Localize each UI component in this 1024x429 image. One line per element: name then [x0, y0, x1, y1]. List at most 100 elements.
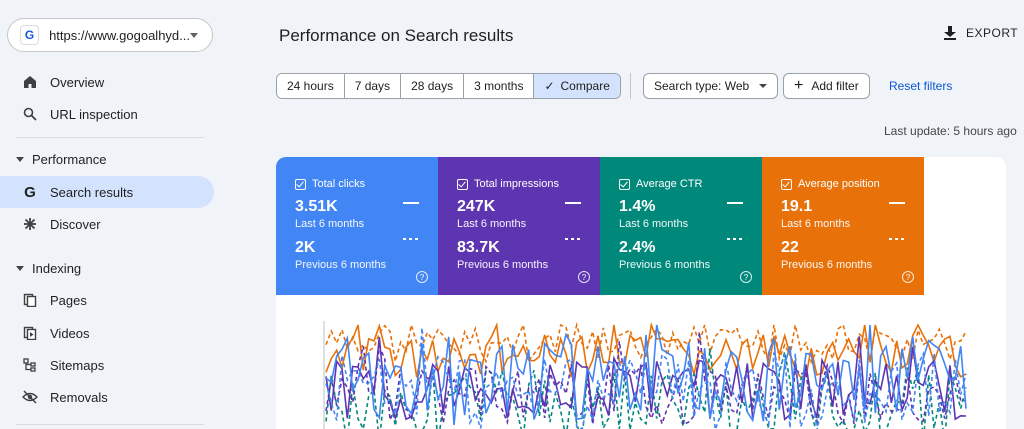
- reset-filters-link[interactable]: Reset filters: [889, 79, 953, 93]
- chart-series-group: [325, 321, 967, 429]
- sidebar-item-label: Pages: [50, 292, 87, 308]
- sidebar-item-label: Videos: [50, 325, 90, 341]
- section-indexing[interactable]: Indexing: [0, 256, 81, 280]
- range-7-days[interactable]: 7 days: [344, 74, 402, 98]
- sidebar-item-overview[interactable]: Overview: [0, 66, 214, 98]
- chart-line-ctr-prev: [325, 348, 967, 429]
- date-range-group: 24 hours 7 days 28 days 3 months ✓ Compa…: [276, 73, 621, 99]
- dashed-line-legend-icon: [565, 238, 581, 240]
- metric-period: Last 6 months: [457, 218, 527, 230]
- sidebar-item-label: URL inspection: [50, 106, 138, 122]
- performance-card: Total clicks 3.51K Last 6 months 2K Prev…: [276, 157, 1006, 429]
- search-type-select[interactable]: Search type: Web: [643, 73, 779, 99]
- check-icon: ✓: [544, 79, 555, 93]
- dashed-line-legend-icon: [889, 238, 905, 240]
- export-button[interactable]: EXPORT: [944, 26, 1018, 40]
- metric-label: Total impressions: [474, 178, 559, 190]
- metric-value: 19.1: [781, 198, 813, 215]
- help-icon[interactable]: ?: [740, 271, 752, 283]
- sidebar-item-pages[interactable]: Pages: [0, 284, 214, 316]
- videos-icon: [22, 325, 38, 341]
- chart-line-position: [325, 321, 967, 379]
- plus-icon: +: [794, 77, 804, 94]
- sidebar-item-search-results[interactable]: G Search results: [0, 176, 214, 208]
- metric-prev-period: Previous 6 months: [295, 259, 387, 271]
- metric-prev-period: Previous 6 months: [781, 259, 873, 271]
- dashed-line-legend-icon: [403, 238, 419, 240]
- page-title: Performance on Search results: [279, 26, 514, 45]
- chevron-down-icon: [190, 32, 198, 38]
- sidebar-item-sitemaps[interactable]: Sitemaps: [0, 349, 214, 381]
- caret-down-icon: [16, 156, 24, 162]
- metric-total-clicks[interactable]: Total clicks 3.51K Last 6 months 2K Prev…: [276, 157, 438, 295]
- pages-icon: [22, 292, 38, 308]
- sidebar-item-label: Discover: [50, 216, 101, 232]
- metric-period: Last 6 months: [619, 218, 689, 230]
- solid-line-legend-icon: [889, 202, 905, 204]
- search-icon: [22, 106, 38, 122]
- compare-label: Compare: [560, 79, 610, 93]
- metric-total-impressions[interactable]: Total impressions 247K Last 6 months 83.…: [438, 157, 600, 295]
- section-label: Indexing: [32, 260, 82, 276]
- sidebar-item-label: Removals: [50, 389, 108, 405]
- chart-line-clicks: [325, 324, 967, 425]
- asterisk-icon: [22, 216, 38, 232]
- caret-down-icon: [759, 84, 768, 88]
- metric-average-ctr[interactable]: Average CTR 1.4% Last 6 months 2.4% Prev…: [600, 157, 762, 295]
- sidebar-item-label: Overview: [50, 74, 105, 90]
- add-filter-button[interactable]: + Add filter: [783, 73, 870, 99]
- add-filter-label: Add filter: [811, 79, 859, 93]
- checkbox-icon[interactable]: [619, 178, 630, 190]
- metric-prev-period: Previous 6 months: [457, 259, 549, 271]
- metric-label: Total clicks: [312, 178, 366, 190]
- help-icon[interactable]: ?: [902, 271, 914, 283]
- metric-value: 1.4%: [619, 198, 656, 215]
- section-performance[interactable]: Performance: [0, 147, 106, 171]
- sidebar-item-label: Search results: [50, 184, 134, 200]
- caret-down-icon: [16, 265, 24, 271]
- download-icon: [944, 26, 956, 40]
- range-24-hours[interactable]: 24 hours: [277, 74, 345, 98]
- range-compare[interactable]: ✓ Compare: [534, 74, 620, 98]
- checkbox-icon[interactable]: [781, 178, 792, 190]
- sidebar-item-label: Sitemaps: [50, 357, 105, 373]
- last-update-text: Last update: 5 hours ago: [884, 124, 1017, 138]
- help-icon[interactable]: ?: [416, 271, 428, 283]
- google-g-icon: G: [20, 25, 40, 45]
- property-selector[interactable]: G https://www.gogoalhyd...: [7, 18, 213, 52]
- checkbox-icon[interactable]: [457, 178, 468, 190]
- metric-value: 247K: [457, 198, 496, 215]
- sidebar-item-discover[interactable]: Discover: [0, 208, 214, 240]
- divider: [630, 73, 631, 99]
- metric-prev-value: 22: [781, 239, 799, 256]
- home-icon: [22, 74, 38, 90]
- search-type-label: Search type: Web: [654, 79, 750, 93]
- section-label: Performance: [32, 151, 107, 167]
- help-icon[interactable]: ?: [578, 271, 590, 283]
- chart-line-clicks-prev: [325, 327, 967, 429]
- sidebar-item-removals[interactable]: Removals: [0, 381, 214, 413]
- metric-prev-value: 2K: [295, 239, 316, 256]
- chart-line-position-prev: [325, 321, 967, 365]
- metric-period: Last 6 months: [295, 218, 365, 230]
- metric-average-position[interactable]: Average position 19.1 Last 6 months 22 P…: [762, 157, 924, 295]
- checkbox-icon[interactable]: [295, 178, 306, 190]
- sitemap-icon: [22, 357, 38, 373]
- sidebar-item-videos[interactable]: Videos: [0, 317, 214, 349]
- metric-prev-period: Previous 6 months: [619, 259, 711, 271]
- property-url: https://www.gogoalhyd...: [49, 27, 190, 43]
- performance-chart[interactable]: [276, 295, 1006, 429]
- range-3-months[interactable]: 3 months: [464, 74, 535, 98]
- sidebar-item-url-inspection[interactable]: URL inspection: [0, 98, 214, 130]
- eye-off-icon: [22, 389, 38, 405]
- metric-value: 3.51K: [295, 198, 338, 215]
- google-g-icon: G: [24, 183, 36, 201]
- solid-line-legend-icon: [403, 202, 419, 204]
- divider: [16, 424, 204, 425]
- solid-line-legend-icon: [565, 202, 581, 204]
- metric-prev-value: 83.7K: [457, 239, 500, 256]
- range-28-days[interactable]: 28 days: [401, 74, 465, 98]
- sidebar: G https://www.gogoalhyd... Overview URL …: [0, 0, 222, 429]
- metric-label: Average CTR: [636, 178, 703, 190]
- metric-label: Average position: [798, 178, 880, 190]
